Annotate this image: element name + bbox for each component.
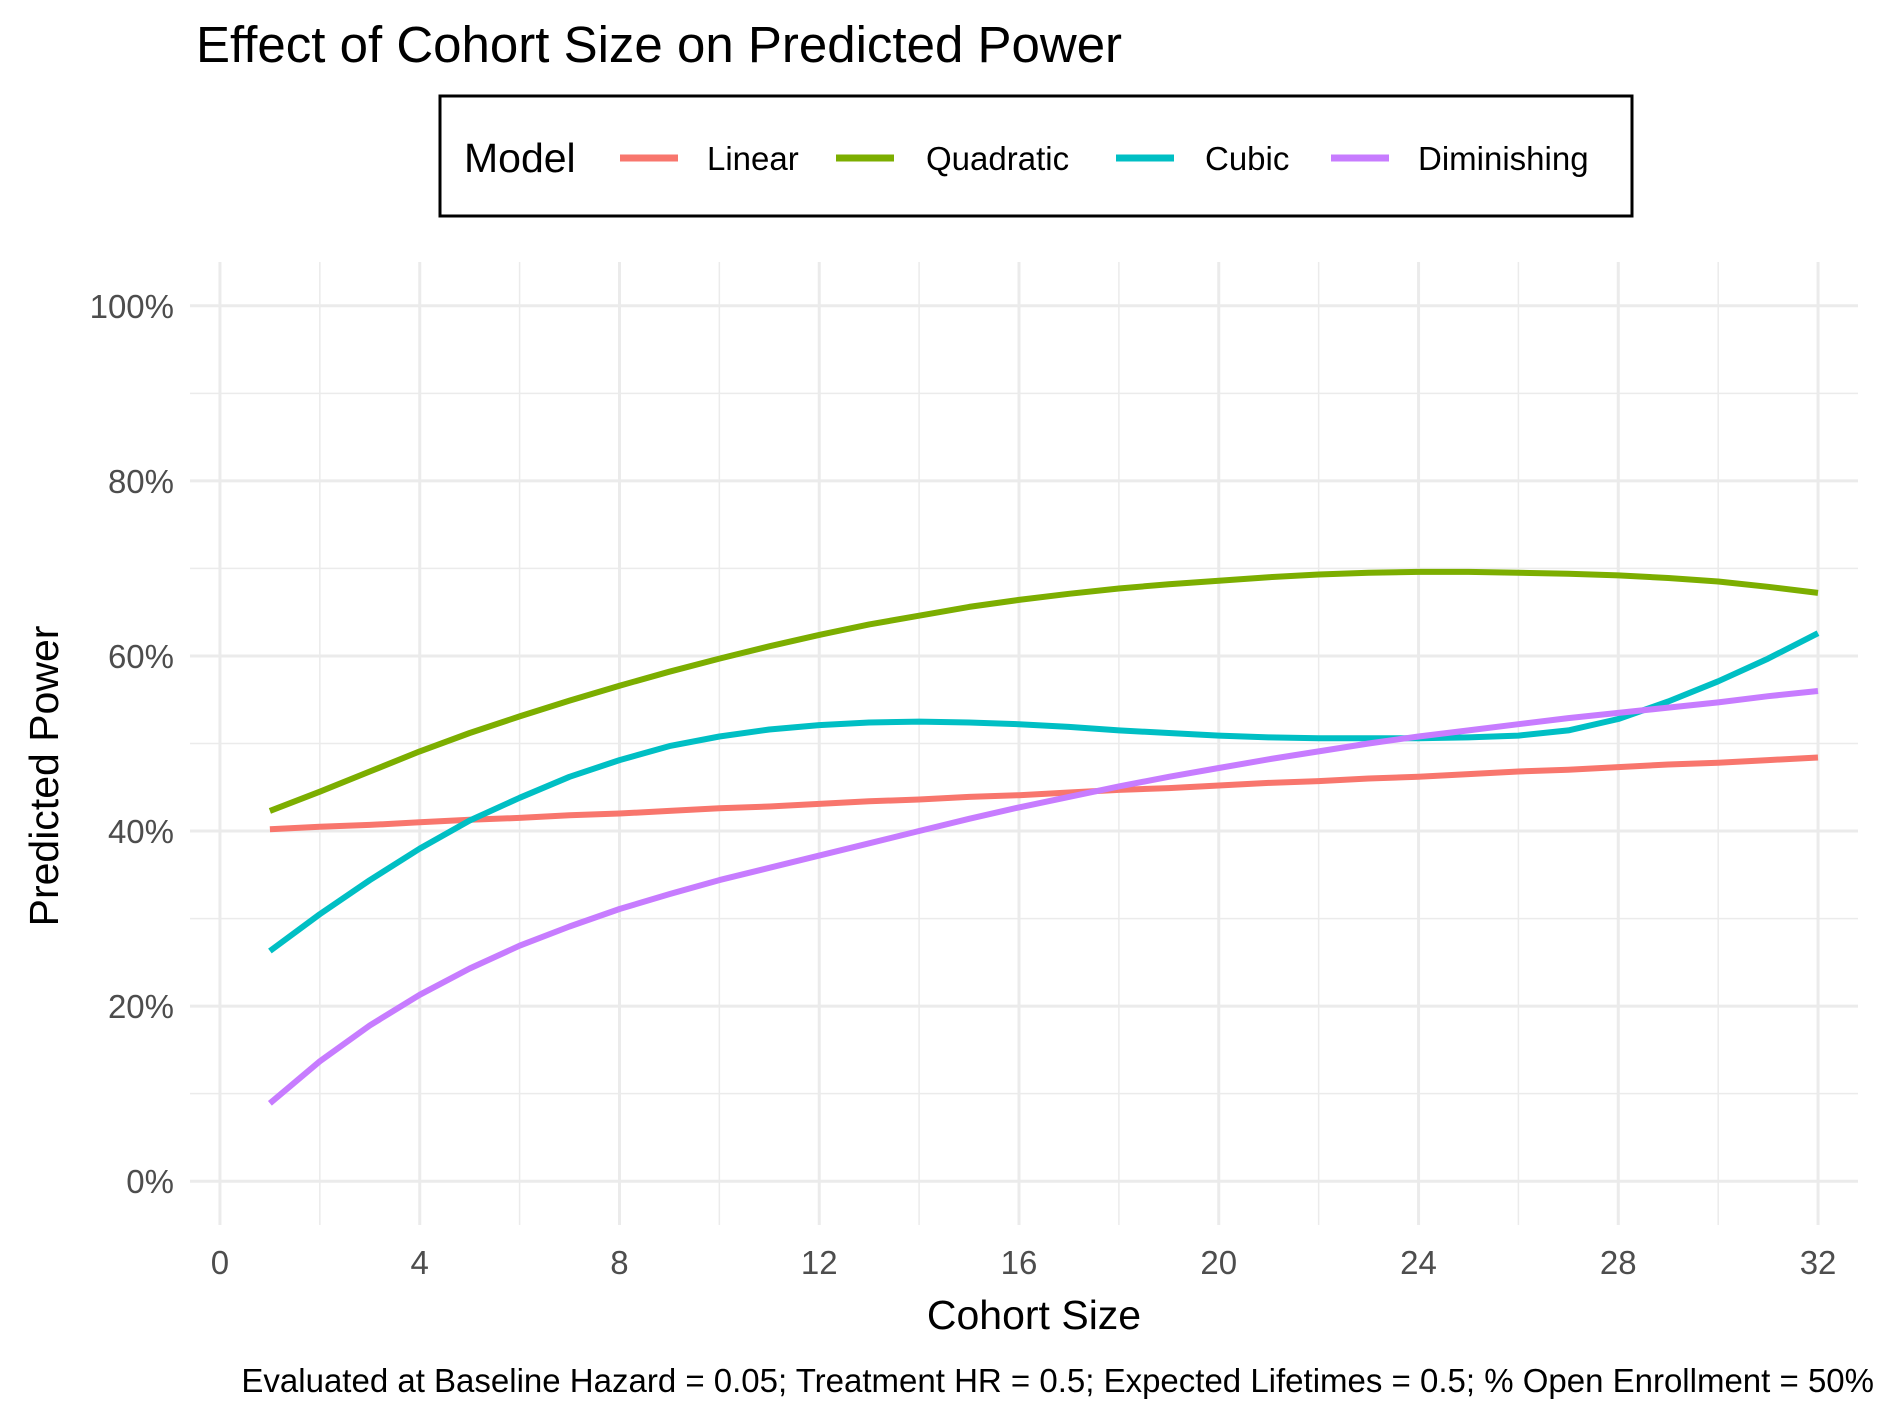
y-axis-ticks: 0% 20% 40% 60% 80% 100% — [90, 288, 174, 1200]
chart-title: Effect of Cohort Size on Predicted Power — [196, 16, 1122, 73]
y-tick-label: 20% — [108, 988, 174, 1025]
series-lines — [267, 568, 1820, 1106]
series-line-cubic — [268, 630, 1820, 954]
y-tick-label: 0% — [126, 1163, 174, 1200]
x-axis-ticks: 0 4 8 12 16 20 24 28 32 — [211, 1244, 1837, 1281]
legend-items: Linear Quadratic Cubic Diminishing — [620, 140, 1589, 177]
x-axis-title: Cohort Size — [927, 1292, 1141, 1338]
legend-label-cubic: Cubic — [1205, 140, 1289, 177]
x-tick-label: 24 — [1400, 1244, 1437, 1281]
legend-label-diminishing: Diminishing — [1418, 140, 1589, 177]
x-tick-label: 8 — [610, 1244, 628, 1281]
chart-caption: Evaluated at Baseline Hazard = 0.05; Tre… — [241, 1362, 1874, 1399]
legend-label-quadratic: Quadratic — [926, 140, 1069, 177]
series-line-quadratic — [268, 568, 1819, 814]
x-tick-label: 16 — [1001, 1244, 1038, 1281]
legend-title: Model — [464, 135, 576, 181]
grid — [190, 262, 1858, 1225]
x-tick-label: 0 — [211, 1244, 229, 1281]
x-tick-label: 28 — [1600, 1244, 1637, 1281]
x-tick-label: 4 — [411, 1244, 429, 1281]
legend: Model Linear Quadratic Cubic Diminishing — [438, 94, 1634, 218]
legend-label-linear: Linear — [707, 140, 799, 177]
series-line-diminishing — [267, 688, 1819, 1106]
x-tick-label: 20 — [1200, 1244, 1237, 1281]
y-tick-label: 100% — [90, 288, 174, 325]
y-tick-label: 60% — [108, 638, 174, 675]
y-axis-title: Predicted Power — [21, 626, 67, 927]
y-tick-label: 40% — [108, 813, 174, 850]
series-line-linear — [269, 754, 1819, 833]
x-tick-label: 32 — [1800, 1244, 1837, 1281]
x-tick-label: 12 — [801, 1244, 838, 1281]
y-tick-label: 80% — [108, 463, 174, 500]
